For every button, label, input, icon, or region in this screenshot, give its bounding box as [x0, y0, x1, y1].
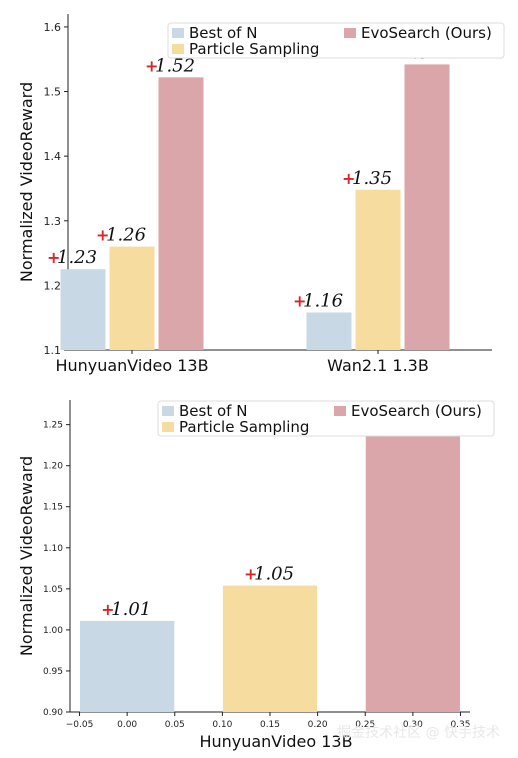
- x-tick-label: 0.15: [260, 720, 280, 730]
- data-label: 1.23: [57, 247, 97, 268]
- bar: [306, 312, 352, 350]
- y-tick-label: 1.05: [43, 585, 63, 595]
- y-tick-label: 1.10: [43, 544, 63, 554]
- bar: [109, 246, 155, 350]
- x-tick-label: 0.10: [212, 720, 232, 730]
- data-label: 1.05: [254, 564, 294, 585]
- legend-swatch: [172, 44, 184, 54]
- x-tick-label: HunyuanVideo 13B: [55, 356, 208, 375]
- y-tick-label: 1.00: [43, 626, 63, 636]
- data-label: 1.35: [352, 168, 392, 189]
- y-tick-label: 1.1: [44, 344, 62, 357]
- data-label-marker: +: [101, 600, 114, 619]
- legend-label: EvoSearch (Ours): [351, 402, 482, 420]
- bar: [60, 269, 106, 350]
- legend-swatch: [162, 406, 174, 416]
- data-label-marker: +: [244, 565, 257, 584]
- bar: [80, 620, 175, 712]
- y-tick-label: 1.5: [44, 86, 62, 99]
- y-axis-label: Normalized VideoReward: [17, 82, 36, 282]
- data-label: 1.26: [106, 225, 146, 246]
- x-tick-label: 0.00: [117, 720, 137, 730]
- data-label-marker: +: [342, 169, 355, 188]
- y-tick-label: 0.95: [43, 667, 63, 677]
- data-label-marker: +: [96, 226, 109, 245]
- x-tick-label: 0.30: [403, 720, 423, 730]
- y-tick-label: 1.3: [44, 215, 62, 228]
- y-axis-label: Normalized VideoReward: [17, 456, 36, 656]
- legend-label: Particle Sampling: [189, 40, 319, 58]
- y-tick-label: 0.90: [43, 708, 63, 718]
- data-label: 1.16: [303, 291, 343, 312]
- y-tick-label: 1.25: [43, 421, 63, 431]
- y-tick-label: 1.15: [43, 503, 63, 513]
- y-tick-label: 1.20: [43, 462, 63, 472]
- legend-label: Best of N: [179, 402, 247, 420]
- data-label: 1.01: [111, 599, 151, 620]
- x-axis-label: HunyuanVideo 13B: [199, 732, 352, 751]
- y-tick-label: 1.4: [44, 150, 62, 163]
- bar: [158, 77, 204, 351]
- legend-label: Particle Sampling: [179, 418, 309, 436]
- bar-chart: 0.90 0.95 1.00 1.05 1.10 1.15 1.20 1.25 −0.05 0.0…: [17, 400, 500, 751]
- y-tick-label: 1.2: [44, 279, 62, 292]
- bar: [365, 436, 460, 712]
- y-tick-label: 1.6: [44, 21, 62, 34]
- data-label: 1.52: [155, 55, 195, 76]
- x-tick-label: Wan2.1 1.3B: [327, 356, 429, 375]
- bar: [222, 585, 318, 712]
- x-tick-label: 0.05: [165, 720, 185, 730]
- x-tick-label: −0.05: [66, 720, 94, 730]
- legend-label: EvoSearch (Ours): [361, 24, 492, 42]
- legend-swatch: [162, 422, 174, 432]
- legend-box: [167, 22, 505, 59]
- grouped-bar-chart: 1.1 1.2 1.3 1.4 1.5 1.6 Normalized VideoReward…: [17, 14, 505, 375]
- legend-box: [157, 400, 495, 437]
- x-tick-label: 0.25: [355, 720, 375, 730]
- watermark: 掘金技术社区 @ 快手技术: [337, 725, 500, 741]
- bar: [404, 64, 450, 351]
- data-label-marker: +: [293, 292, 306, 311]
- x-tick-label: 0.20: [308, 720, 328, 730]
- legend-swatch: [172, 28, 184, 38]
- legend-swatch: [334, 406, 346, 416]
- data-label-marker: +: [145, 56, 158, 75]
- bar: [355, 189, 401, 350]
- data-label-marker: +: [47, 248, 60, 267]
- x-tick-label: 0.35: [450, 720, 470, 730]
- legend-label: Best of N: [189, 24, 257, 42]
- legend-swatch: [344, 28, 356, 38]
